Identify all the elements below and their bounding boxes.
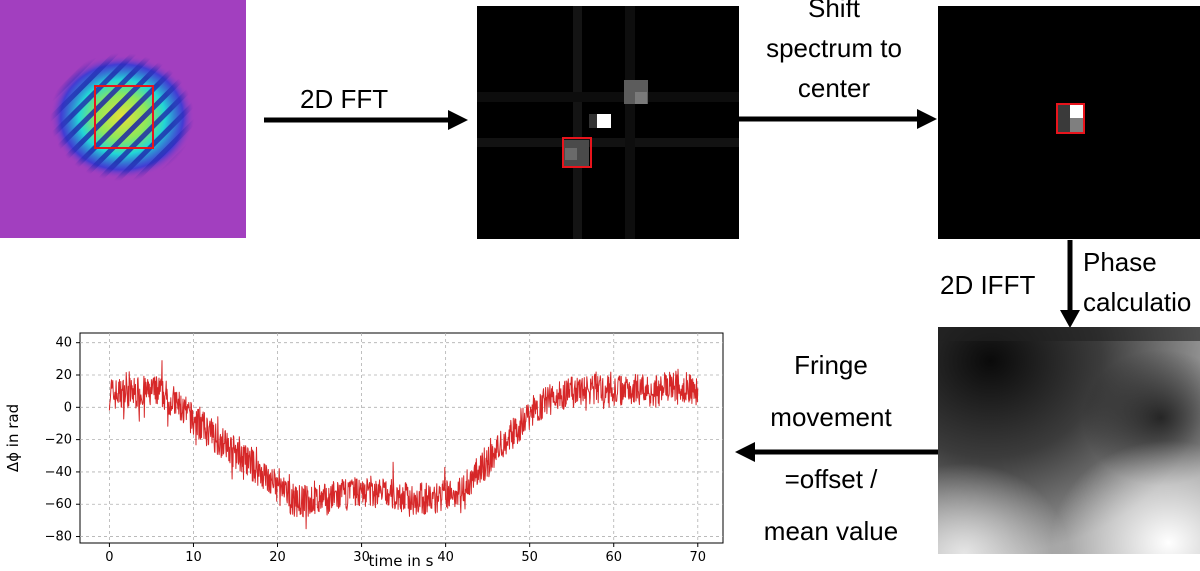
shifted-spectrum-image [938,6,1200,239]
fft-spectrum-image [477,6,739,239]
phase-image [938,327,1200,554]
x-axis-label: time in s [369,552,434,570]
x-tick-label: 0 [105,550,113,565]
y-tick-label: 0 [64,400,72,415]
arrow-shift [739,109,937,129]
arrow-ifft [1060,240,1080,328]
phase-time-chart: 0 10 20 30 40 50 60 70 40 20 0 −20 −40 −60 −80 time in… [4,332,724,570]
y-tick-label: −80 [45,530,72,545]
y-tick-label: −60 [45,497,72,512]
arrow-fft [264,110,468,130]
label-phase-calculation: Phase calculatio [1083,247,1192,317]
y-tick-label: −40 [45,465,72,480]
y-tick-label: 20 [55,368,72,383]
interferogram-image [0,0,246,238]
label-shift-spectrum: Shift spectrum to center [766,0,902,103]
x-tick-label: 70 [690,550,707,565]
y-tick-label: −20 [45,433,72,448]
x-tick-label: 60 [605,550,622,565]
label-2d-ifft: 2D IFFT [940,270,1036,300]
roi-box [562,137,592,168]
arrow-fringe [735,442,938,462]
y-tick-label: 40 [55,336,72,351]
series-line [108,360,699,530]
x-tick-label: 20 [269,550,286,565]
y-axis-label: Δϕ in rad [4,404,22,472]
x-tick-label: 10 [185,550,202,565]
label-fringe-movement: Fringe movement =offset / mean value [763,350,899,546]
roi-box [94,85,154,149]
x-tick-label: 50 [521,550,538,565]
x-tick-label: 30 [353,550,370,565]
label-2d-fft: 2D FFT [300,84,389,114]
roi-box [1056,103,1085,134]
x-tick-label: 40 [437,550,454,565]
